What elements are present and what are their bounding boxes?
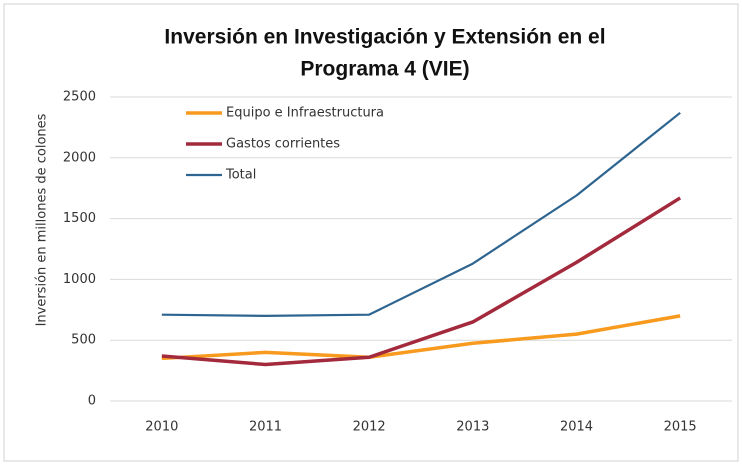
x-tick-label: 2014 xyxy=(560,420,593,435)
y-axis-label: Inversión en millones de colones xyxy=(35,113,50,326)
chart-title: Programa 4 (VIE) xyxy=(300,58,469,81)
x-tick-label: 2010 xyxy=(145,420,178,435)
y-tick-label: 1500 xyxy=(63,211,96,226)
line-series xyxy=(161,314,681,361)
y-tick-label: 2500 xyxy=(63,90,96,105)
x-tick-label: 2011 xyxy=(249,420,282,435)
y-tick-label: 2000 xyxy=(63,150,96,165)
legend-label: Gastos corrientes xyxy=(226,137,340,152)
y-tick-label: 1000 xyxy=(63,272,96,287)
chart-title: Inversión en Investigación y Extensión e… xyxy=(164,26,605,49)
x-tick-label: 2012 xyxy=(353,420,386,435)
legend-label: Equipo e Infraestructura xyxy=(226,106,384,121)
x-tick-label: 2015 xyxy=(664,420,697,435)
chart-frame xyxy=(3,3,739,462)
x-tick-label: 2013 xyxy=(456,420,489,435)
legend-label: Total xyxy=(225,168,256,183)
y-tick-label: 0 xyxy=(88,394,96,409)
line-series xyxy=(161,111,681,317)
y-tick-label: 500 xyxy=(71,333,96,348)
line-series xyxy=(161,196,682,367)
